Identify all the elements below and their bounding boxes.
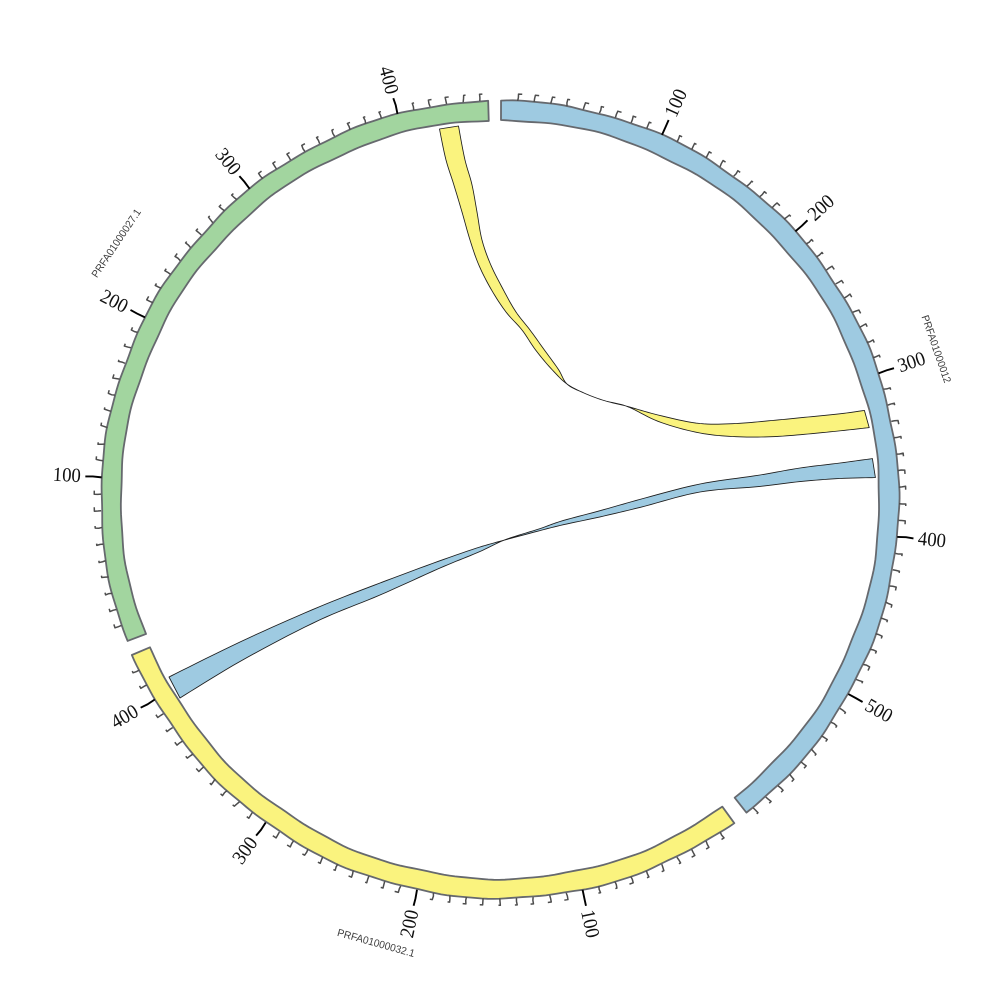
svg-text:400: 400	[917, 528, 947, 553]
svg-text:100: 100	[52, 464, 81, 488]
